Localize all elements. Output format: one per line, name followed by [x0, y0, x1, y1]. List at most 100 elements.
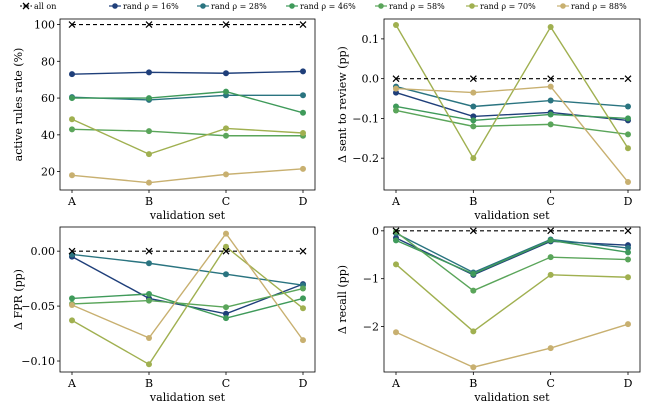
series-0	[392, 75, 632, 83]
y-axis-label: active rules rate (%)	[12, 48, 25, 162]
x-axis-label: validation set	[473, 209, 550, 222]
data-point	[300, 295, 306, 302]
data-point	[625, 145, 631, 152]
data-point	[223, 243, 229, 250]
data-point	[470, 123, 477, 130]
legend: all on rand ρ = 16% rand ρ = 28% rand ρ = 4…	[0, 0, 645, 14]
legend-entry: all on	[20, 1, 56, 11]
x-tick-label: A	[391, 195, 401, 208]
data-point	[547, 97, 554, 104]
data-point	[470, 270, 477, 277]
data-point	[470, 103, 477, 110]
x-axis-label: validation set	[149, 391, 226, 404]
legend-entry: rand ρ = 16%	[109, 1, 179, 11]
y-axis-label: Δ sent to review (pp)	[336, 46, 349, 163]
data-point	[393, 21, 399, 28]
x-tick-label: C	[546, 377, 554, 390]
legend-label: rand ρ = 58%	[389, 1, 445, 11]
series-line	[71, 287, 304, 308]
data-point	[223, 125, 229, 132]
data-point	[300, 68, 306, 75]
legend-label: rand ρ = 28%	[211, 1, 267, 11]
data-point	[547, 271, 554, 278]
data-point	[223, 230, 229, 237]
y-tick-label: 0	[372, 225, 379, 238]
series-line	[395, 24, 629, 160]
data-point	[300, 92, 306, 99]
data-point	[69, 301, 75, 308]
series-6	[393, 321, 631, 371]
data-point	[146, 179, 152, 186]
data-point	[223, 310, 229, 317]
series-line	[71, 70, 304, 75]
data-point	[470, 364, 477, 371]
plot-frame	[383, 226, 641, 373]
data-point-x	[469, 75, 477, 83]
data-point	[146, 361, 152, 368]
x-tick-label: D	[299, 195, 308, 208]
series-5	[393, 261, 631, 335]
series-4	[69, 285, 306, 311]
data-point	[547, 83, 554, 90]
series-6	[69, 165, 306, 186]
y-tick-label: −2	[363, 321, 379, 334]
data-point-x	[299, 247, 307, 255]
series-line	[395, 231, 629, 292]
y-tick-label: −0.1	[352, 112, 379, 125]
data-point	[223, 304, 229, 311]
data-point	[625, 256, 631, 263]
series-3	[69, 88, 306, 116]
data-point	[69, 172, 75, 179]
legend-label: rand ρ = 70%	[480, 1, 536, 11]
series-line	[71, 118, 304, 155]
data-point	[300, 109, 306, 116]
data-point	[146, 291, 152, 298]
legend-entry: rand ρ = 88%	[557, 1, 627, 11]
legend-label: all on	[34, 1, 57, 11]
data-point	[300, 285, 306, 292]
y-tick-label: 40	[41, 129, 55, 142]
data-point	[470, 328, 477, 335]
series-line	[395, 85, 629, 108]
circle-marker-icon	[197, 3, 209, 9]
y-tick-label: 0.1	[362, 33, 380, 46]
data-point	[625, 321, 631, 328]
series-line	[395, 105, 629, 122]
data-point	[547, 345, 554, 352]
y-axis-label: Δ FPR (pp)	[12, 269, 25, 330]
series-1	[69, 68, 306, 78]
data-point	[146, 95, 152, 102]
data-point-x	[222, 21, 230, 28]
plot-frame	[59, 226, 316, 373]
y-axis-label: Δ recall (pp)	[336, 265, 349, 334]
series-6	[393, 83, 631, 186]
circle-marker-icon	[109, 3, 121, 9]
x-tick-label: B	[469, 377, 477, 390]
data-point-x	[392, 227, 400, 235]
data-point	[69, 116, 75, 123]
data-point	[69, 71, 75, 78]
x-tick-label: A	[67, 195, 77, 208]
series-6	[69, 230, 306, 344]
series-0	[68, 247, 307, 255]
data-point	[547, 111, 554, 118]
data-point	[393, 85, 399, 92]
data-point	[470, 287, 477, 294]
data-point	[223, 315, 229, 322]
data-point	[69, 295, 75, 302]
x-tick-label: C	[222, 195, 230, 208]
data-point	[69, 317, 75, 324]
legend-entry: rand ρ = 28%	[197, 1, 267, 11]
data-point	[69, 126, 75, 133]
plot-frame	[59, 18, 316, 191]
series-line	[395, 109, 629, 136]
data-point	[547, 237, 554, 244]
series-5	[69, 243, 306, 368]
data-point	[223, 271, 229, 278]
legend-entry: rand ρ = 70%	[466, 1, 536, 11]
series-line	[395, 232, 629, 274]
series-line	[71, 245, 304, 366]
data-point-x	[392, 75, 400, 83]
